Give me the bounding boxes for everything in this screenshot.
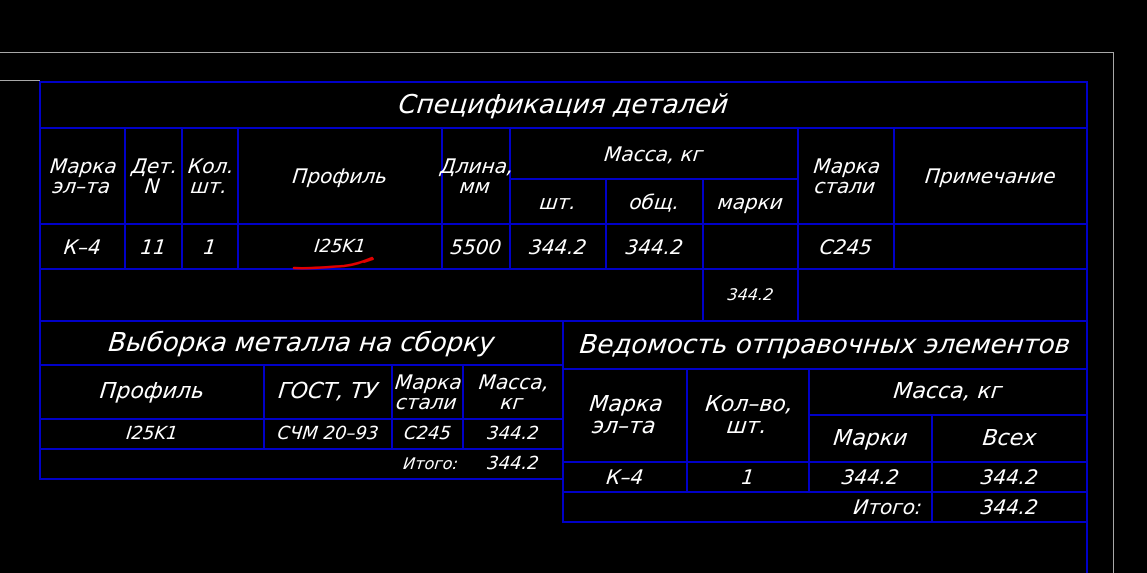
shipping-cell-mark: К–4 [605, 465, 645, 489]
drawing-frame-top [0, 52, 1114, 53]
spec-header-mass-pc: шт. [538, 189, 578, 214]
grid-line [510, 178, 799, 180]
spec-cell-mass-mark [702, 225, 800, 268]
grid-line [808, 414, 1088, 416]
selection-header-mass: Масса, кг [477, 370, 551, 414]
shipping-header-mass-all: Всех [981, 425, 1038, 451]
selection-total-value: 344.2 [486, 453, 540, 474]
grid-line [39, 364, 564, 366]
spec-header-steel: Марка стали [812, 154, 882, 198]
selection-cell-profile: I25K1 [125, 423, 179, 444]
spec-header-mark: Марка эл–та [49, 154, 119, 198]
shipping-header-mass: Масса, кг [892, 379, 1004, 404]
selection-cell-mass: 344.2 [486, 423, 540, 444]
grid-line [562, 368, 1088, 370]
spec-header-note: Примечание [923, 164, 1058, 188]
spec-cell-det: 11 [139, 234, 168, 259]
spec-cell-mark: К–4 [62, 234, 103, 259]
grid-line [808, 368, 810, 493]
drawing-frame-inner-top [0, 80, 40, 81]
grid-line [931, 414, 933, 523]
shipping-cell-mass-all: 344.2 [979, 465, 1040, 489]
grid-line [797, 127, 799, 322]
shipping-title: Ведомость отправочных элементов [578, 330, 1072, 360]
grid-line [39, 268, 1088, 270]
grid-line [605, 178, 607, 270]
grid-line [39, 127, 1088, 129]
selection-title: Выборка металла на сборку [106, 328, 497, 358]
shipping-cell-mass-mark: 344.2 [840, 465, 901, 489]
grid-line [391, 364, 393, 450]
drawing-frame-right [1113, 52, 1114, 573]
spec-header-length: Длина, мм [439, 154, 515, 198]
selection-header-gost: ГОСТ, ТУ [277, 379, 379, 404]
spec-cell-qty: 1 [202, 234, 218, 259]
spec-header-mass-total: общ. [628, 189, 681, 214]
shipping-header-mass-mark: Марки [832, 425, 909, 451]
red-underline-markup [292, 256, 374, 270]
shipping-cell-qty: 1 [740, 465, 756, 489]
grid-line [124, 127, 126, 270]
shipping-header-qty: Кол–во, шт. [704, 391, 795, 439]
spec-header-det: Дет. N [130, 154, 179, 198]
spec-sum-mark: 344.2 [726, 285, 775, 304]
spec-cell-mass-pc: 344.2 [528, 234, 588, 259]
spec-cell-mass-total: 344.2 [624, 234, 685, 259]
grid-line [39, 418, 564, 420]
grid-line [441, 127, 443, 270]
spec-header-mass: Масса, кг [603, 141, 705, 166]
grid-line [562, 461, 1088, 463]
grid-line [702, 178, 704, 322]
spec-cell-steel: С245 [818, 234, 874, 259]
selection-cell-steel: С245 [402, 423, 453, 444]
spec-header-mass-mark: марки [716, 189, 785, 214]
shipping-table-border [562, 320, 1088, 523]
spec-header-profile: Профиль [291, 164, 389, 188]
grid-line [462, 364, 464, 450]
shipping-header-mark: Марка эл–та [588, 391, 665, 439]
shipping-total-label: Итого: [852, 495, 924, 519]
spec-cell-note [893, 225, 1089, 268]
grid-line [562, 491, 1088, 493]
grid-line [237, 127, 239, 270]
selection-header-profile: Профиль [98, 379, 206, 404]
grid-line-continuation [1086, 521, 1088, 573]
spec-cell-length: 5500 [449, 234, 503, 259]
selection-header-steel: Марка стали [394, 370, 464, 414]
grid-line [39, 448, 564, 450]
grid-line [39, 223, 1088, 225]
grid-line [686, 368, 688, 493]
grid-line [181, 127, 183, 270]
spec-header-qty: Кол. шт. [186, 154, 236, 198]
selection-total-label: Итого: [402, 454, 460, 473]
spec-title: Спецификация деталей [397, 90, 730, 120]
grid-line [893, 127, 895, 270]
grid-line [263, 364, 265, 450]
shipping-total-value: 344.2 [979, 495, 1040, 519]
grid-line [509, 127, 511, 270]
selection-cell-gost: СЧМ 20–93 [276, 423, 380, 444]
